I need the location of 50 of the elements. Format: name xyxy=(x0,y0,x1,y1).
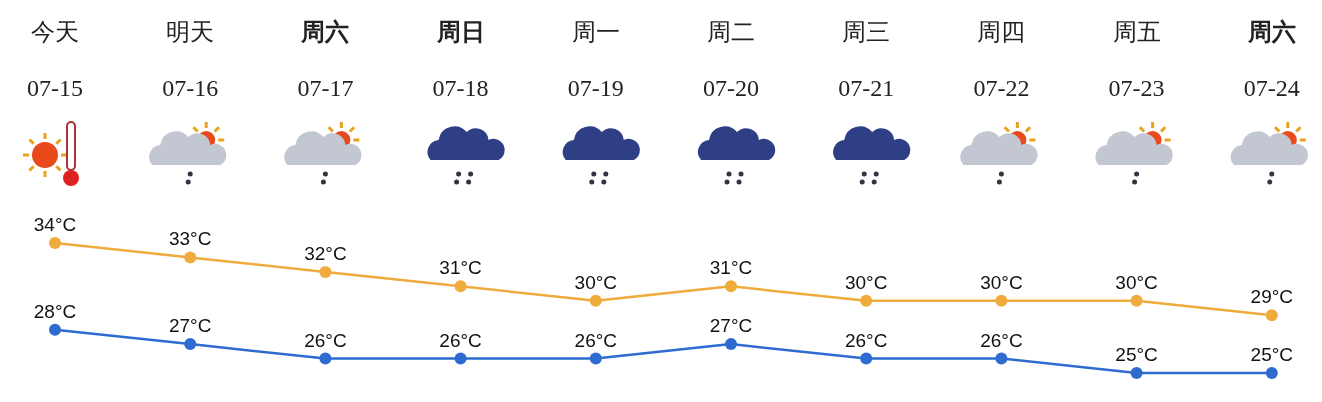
category-label: 周日 07-18 xyxy=(432,17,489,101)
data-label: 28°C xyxy=(33,300,77,322)
data-label: 26°C xyxy=(844,329,888,351)
category-label: 周六 07-17 xyxy=(297,17,354,101)
data-label: 31°C xyxy=(439,257,482,279)
data-label: 30°C xyxy=(1115,271,1158,293)
data-label: 26°C xyxy=(304,329,347,351)
point xyxy=(319,352,332,365)
point xyxy=(184,251,197,264)
data-label: 25°C xyxy=(1250,344,1294,365)
point xyxy=(1265,309,1278,322)
data-label: 25°C xyxy=(1115,344,1158,365)
point xyxy=(319,265,332,278)
point xyxy=(1130,294,1143,307)
point xyxy=(589,352,602,365)
point xyxy=(184,338,197,351)
category-label: 今天 07-15 xyxy=(27,18,83,101)
point xyxy=(49,237,61,249)
point xyxy=(725,338,737,351)
point xyxy=(1265,367,1278,379)
category-label: 周二 07-20 xyxy=(703,18,759,101)
category-label: 周四 07-22 xyxy=(973,18,1030,101)
data-label: 30°C xyxy=(574,271,618,293)
data-label: 30°C xyxy=(844,271,888,293)
category-label: 周一 07-19 xyxy=(567,18,624,101)
data-label: 26°C xyxy=(439,329,482,351)
point xyxy=(454,352,467,365)
category-label: 周三 07-21 xyxy=(838,18,895,101)
point xyxy=(995,294,1008,307)
category-label: 周五 07-23 xyxy=(1108,18,1165,101)
point xyxy=(860,352,873,365)
data-label: 32°C xyxy=(304,242,347,264)
point xyxy=(49,323,61,336)
category-label: 明天 07-16 xyxy=(162,18,219,101)
data-label: 34°C xyxy=(33,214,77,235)
data-label: 27°C xyxy=(709,315,753,337)
point xyxy=(725,280,737,293)
point xyxy=(995,352,1008,365)
data-label: 30°C xyxy=(980,271,1023,293)
data-label: 27°C xyxy=(168,315,212,337)
data-label: 26°C xyxy=(574,329,618,351)
category-label: 周六 07-24 xyxy=(1243,17,1300,101)
data-label: 33°C xyxy=(168,228,212,250)
data-label: 26°C xyxy=(980,329,1023,351)
point xyxy=(454,280,467,293)
data-label: 29°C xyxy=(1250,286,1294,308)
point xyxy=(1130,367,1143,379)
point xyxy=(589,294,602,307)
data-label: 31°C xyxy=(709,257,753,279)
point xyxy=(860,294,873,307)
